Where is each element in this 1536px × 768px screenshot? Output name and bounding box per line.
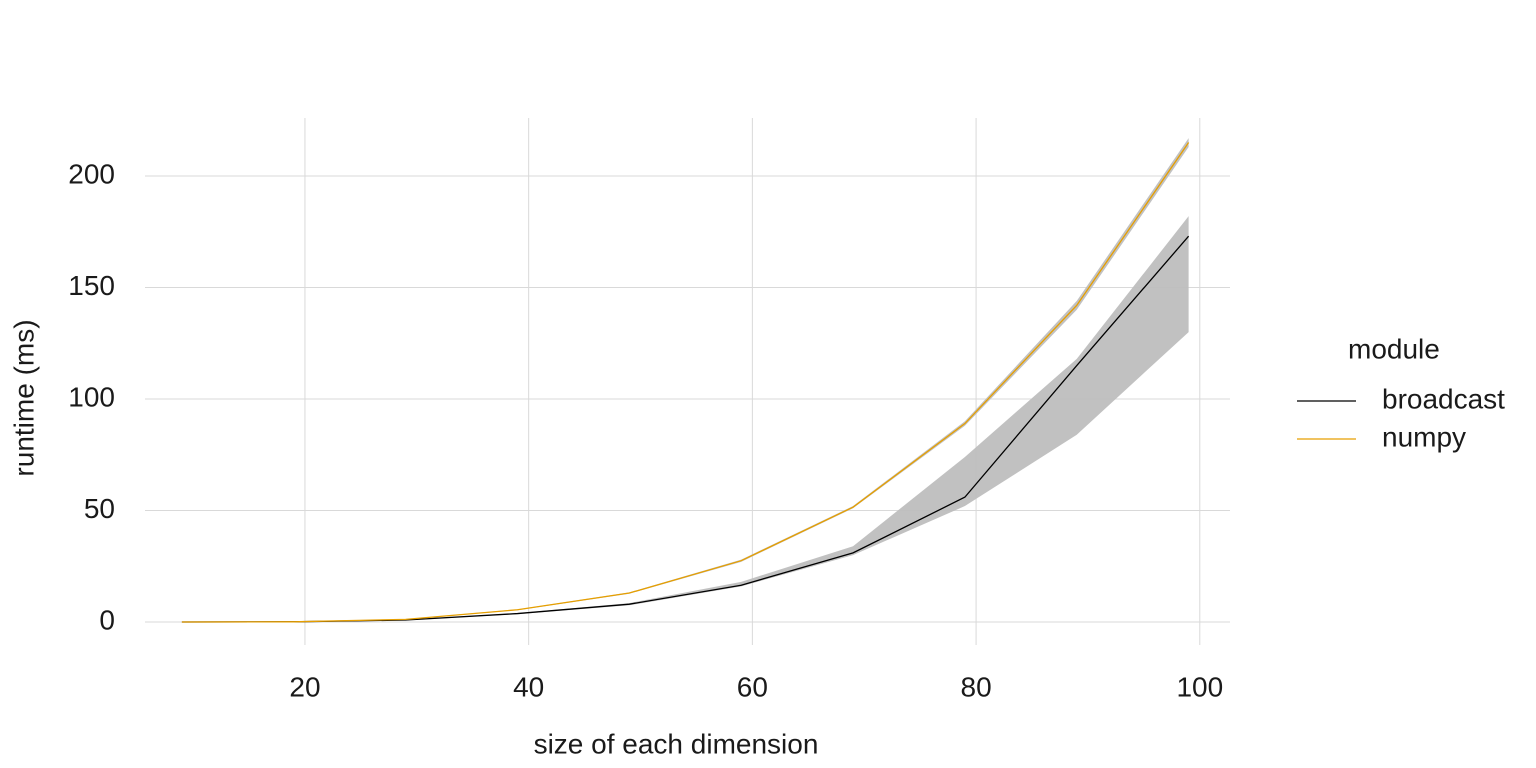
x-axis-label: size of each dimension bbox=[534, 728, 819, 759]
confidence-band bbox=[181, 138, 1189, 623]
x-tick-label: 20 bbox=[289, 671, 320, 702]
y-tick-label: 0 bbox=[99, 604, 115, 635]
x-tick-label: 80 bbox=[961, 671, 992, 702]
x-tick-label: 40 bbox=[513, 671, 544, 702]
legend-label: broadcast bbox=[1382, 383, 1505, 414]
y-tick-label: 150 bbox=[68, 270, 115, 301]
x-tick-label: 60 bbox=[737, 671, 768, 702]
confidence-band bbox=[181, 216, 1189, 623]
x-tick-label: 100 bbox=[1176, 671, 1223, 702]
line bbox=[181, 142, 1190, 623]
y-axis-label: runtime (ms) bbox=[8, 319, 39, 476]
y-tick-label: 200 bbox=[68, 158, 115, 189]
legend-label: numpy bbox=[1382, 421, 1466, 452]
legend-title: module bbox=[1348, 333, 1440, 364]
y-tick-label: 100 bbox=[68, 381, 115, 412]
y-tick-label: 50 bbox=[84, 493, 115, 524]
